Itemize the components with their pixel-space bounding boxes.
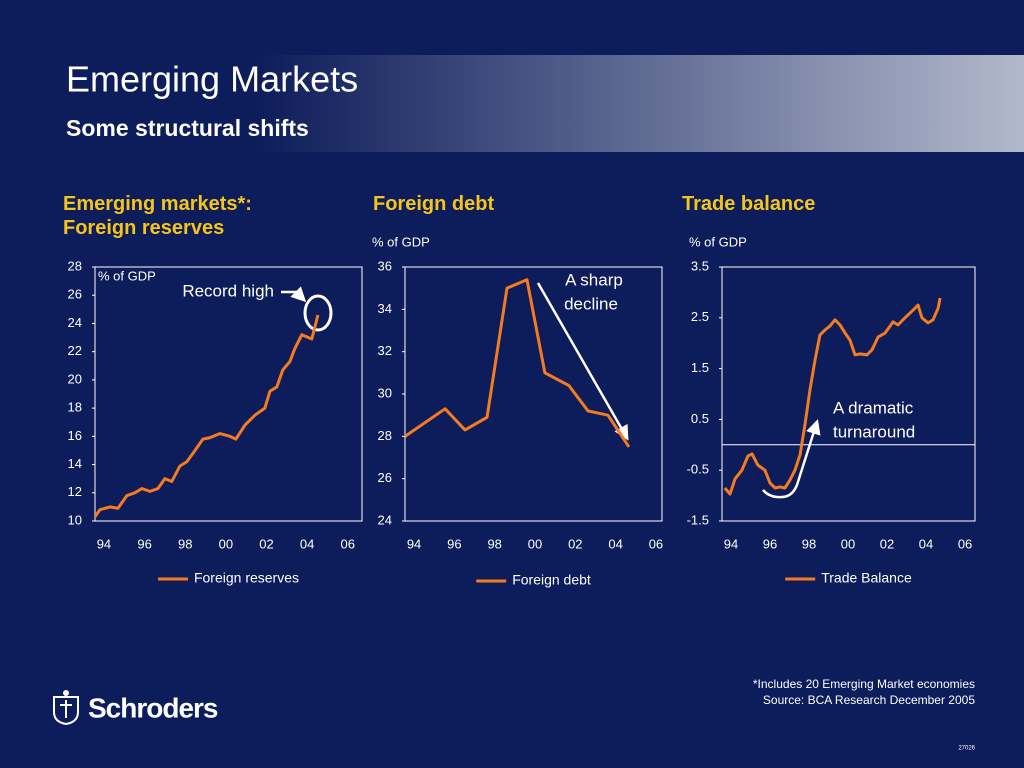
y-tick-label: 26 — [378, 470, 392, 485]
x-tick-label: 04 — [300, 536, 314, 551]
chart-title: Emerging markets*: Foreign reserves — [63, 192, 252, 240]
data-line — [404, 278, 631, 448]
x-tick-label: 06 — [649, 536, 663, 551]
highlight-circle — [303, 294, 333, 332]
y-tick-label: -1.5 — [687, 512, 709, 527]
y-tick-label: 12 — [68, 484, 82, 499]
chart-title-line: Trade balance — [682, 193, 816, 215]
unit-label: % of GDP — [372, 234, 430, 249]
y-tick-label: 24 — [378, 512, 392, 527]
y-tick-label: 14 — [68, 456, 82, 471]
annotation: decline — [564, 294, 618, 313]
x-tick-label: 94 — [407, 536, 421, 551]
unit-label: % of GDP — [98, 268, 156, 283]
x-tick-label: 00 — [841, 536, 855, 551]
annotation: turnaround — [833, 422, 915, 441]
annotation-arrow — [281, 286, 307, 303]
annotation: A dramatic — [833, 398, 914, 417]
chart-title-line: Foreign reserves — [63, 217, 225, 239]
y-tick-label: 18 — [68, 400, 82, 415]
logo: Schroders — [88, 692, 218, 723]
header-band — [0, 55, 1024, 152]
y-tick-label: 0.5 — [691, 411, 709, 426]
doc-code: 27026 — [958, 746, 975, 752]
y-tick-label: 1.5 — [691, 360, 709, 375]
x-tick-label: 96 — [447, 536, 461, 551]
x-tick-label: 94 — [97, 536, 111, 551]
footnote: *Includes 20 Emerging Market economies — [753, 677, 975, 691]
x-tick-label: 02 — [259, 536, 273, 551]
chart-title-line: Emerging markets*: — [63, 193, 252, 215]
annotation: A sharp — [565, 270, 623, 289]
y-tick-label: 26 — [68, 287, 82, 302]
unit-label: % of GDP — [689, 234, 747, 249]
slide-subtitle: Some structural shifts — [66, 115, 309, 141]
data-line — [723, 297, 942, 496]
x-tick-label: 98 — [487, 536, 501, 551]
legend-label: Foreign debt — [512, 572, 591, 588]
y-tick-label: 32 — [378, 343, 392, 358]
plot-frame — [94, 266, 363, 522]
x-tick-label: 06 — [958, 536, 972, 551]
x-tick-label: 04 — [919, 536, 933, 551]
annotation: Record high — [182, 281, 274, 300]
y-tick-label: 30 — [378, 385, 392, 400]
chart-title: Trade balance — [682, 192, 815, 216]
x-tick-label: 06 — [341, 536, 355, 551]
footnote: Source: BCA Research December 2005 — [763, 693, 975, 707]
data-line — [93, 314, 320, 518]
logo-crest — [53, 690, 79, 726]
x-tick-label: 02 — [880, 536, 894, 551]
chart-title: Foreign debt — [373, 192, 494, 216]
y-tick-label: 28 — [378, 428, 392, 443]
y-tick-label: 34 — [378, 301, 392, 316]
y-tick-label: 20 — [68, 371, 82, 386]
y-tick-label: 10 — [68, 512, 82, 527]
x-tick-label: 98 — [802, 536, 816, 551]
x-tick-label: 00 — [528, 536, 542, 551]
y-tick-label: 22 — [68, 343, 82, 358]
y-tick-label: 28 — [68, 258, 82, 273]
x-tick-label: 00 — [219, 536, 233, 551]
x-tick-label: 96 — [763, 536, 777, 551]
plot-frame — [404, 266, 663, 522]
x-tick-label: 98 — [178, 536, 192, 551]
x-tick-label: 94 — [724, 536, 738, 551]
x-tick-label: 96 — [137, 536, 151, 551]
x-tick-label: 04 — [608, 536, 622, 551]
y-tick-label: 36 — [378, 258, 392, 273]
y-tick-label: 2.5 — [691, 309, 709, 324]
annotation-arrow — [762, 419, 821, 499]
chart-title-line: Foreign debt — [373, 193, 495, 215]
legend-label: Trade Balance — [821, 570, 912, 586]
y-tick-label: 16 — [68, 428, 82, 443]
y-tick-label: 3.5 — [691, 258, 709, 273]
plot-frame — [721, 266, 976, 522]
x-tick-label: 02 — [568, 536, 582, 551]
y-tick-label: 24 — [68, 315, 82, 330]
legend-label: Foreign reserves — [194, 570, 299, 586]
slide-title: Emerging Markets — [66, 59, 358, 100]
annotation-arrow — [536, 282, 629, 441]
y-tick-label: -0.5 — [687, 462, 709, 477]
